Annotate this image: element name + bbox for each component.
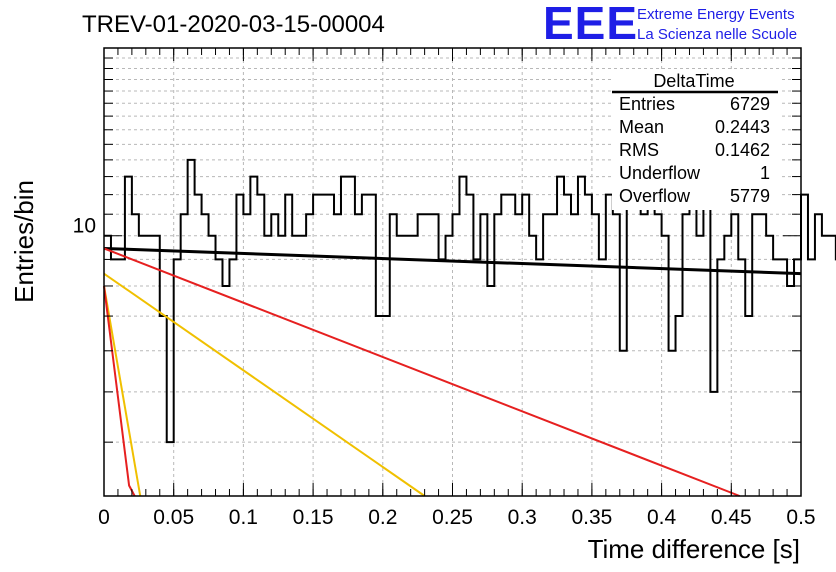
eee-logo: EEE Extreme Energy Events La Scienza nel… bbox=[543, 0, 797, 49]
y-tick-label: 10 bbox=[73, 215, 96, 238]
fit-curve-1 bbox=[103, 246, 802, 276]
x-tick-label: 0.1 bbox=[229, 506, 258, 529]
fit-curve-4 bbox=[103, 285, 142, 497]
x-tick-label: 0.4 bbox=[647, 506, 677, 529]
stats-value-overflow: 5779 bbox=[730, 186, 770, 206]
fit-curves bbox=[103, 246, 802, 497]
stats-value-mean: 0.2443 bbox=[715, 117, 770, 137]
fit-curve-2 bbox=[103, 247, 741, 497]
stats-box: DeltaTime Entries 6729 Mean 0.2443 RMS 0.1462… bbox=[612, 70, 779, 210]
stats-box-background bbox=[612, 70, 779, 210]
x-tick-label: 0.15 bbox=[293, 506, 334, 529]
stats-label-rms: RMS bbox=[619, 140, 659, 160]
chart-title: TREV-01-2020-03-15-00004 bbox=[82, 11, 385, 38]
x-tick-label: 0.35 bbox=[571, 506, 612, 529]
x-tick-label: 0.25 bbox=[432, 506, 473, 529]
stats-label-overflow: Overflow bbox=[619, 186, 691, 206]
stats-rows: Entries 6729 Mean 0.2443 RMS 0.1462 Underflow 1… bbox=[619, 94, 770, 206]
axis-ticks: 0 0.05 0.1 0.15 0.2 0.25 0.3 0.35 0.4 0.45 0.5 10 bbox=[73, 47, 816, 529]
fit-curve-5 bbox=[103, 285, 136, 497]
x-tick-label: 0.5 bbox=[786, 506, 815, 529]
logo-mark: EEE bbox=[543, 0, 638, 49]
stats-value-underflow: 1 bbox=[760, 163, 770, 183]
fit-curve-3 bbox=[103, 272, 426, 497]
x-tick-label: 0 bbox=[98, 506, 110, 529]
x-tick-label: 0.45 bbox=[711, 506, 752, 529]
stats-value-entries: 6729 bbox=[730, 94, 770, 114]
y-axis-title: Entries/bin bbox=[9, 180, 39, 303]
stats-label-mean: Mean bbox=[619, 117, 664, 137]
x-axis-title: Time difference [s] bbox=[588, 534, 800, 564]
logo-line1: Extreme Energy Events bbox=[637, 6, 795, 23]
stats-header: DeltaTime bbox=[653, 71, 734, 91]
logo-line2: La Scienza nelle Scuole bbox=[637, 26, 797, 43]
x-tick-label: 0.3 bbox=[508, 506, 537, 529]
x-tick-label: 0.05 bbox=[153, 506, 194, 529]
x-tick-label: 0.2 bbox=[368, 506, 397, 529]
stats-label-entries: Entries bbox=[619, 94, 675, 114]
stats-value-rms: 0.1462 bbox=[715, 140, 770, 160]
stats-label-underflow: Underflow bbox=[619, 163, 701, 183]
